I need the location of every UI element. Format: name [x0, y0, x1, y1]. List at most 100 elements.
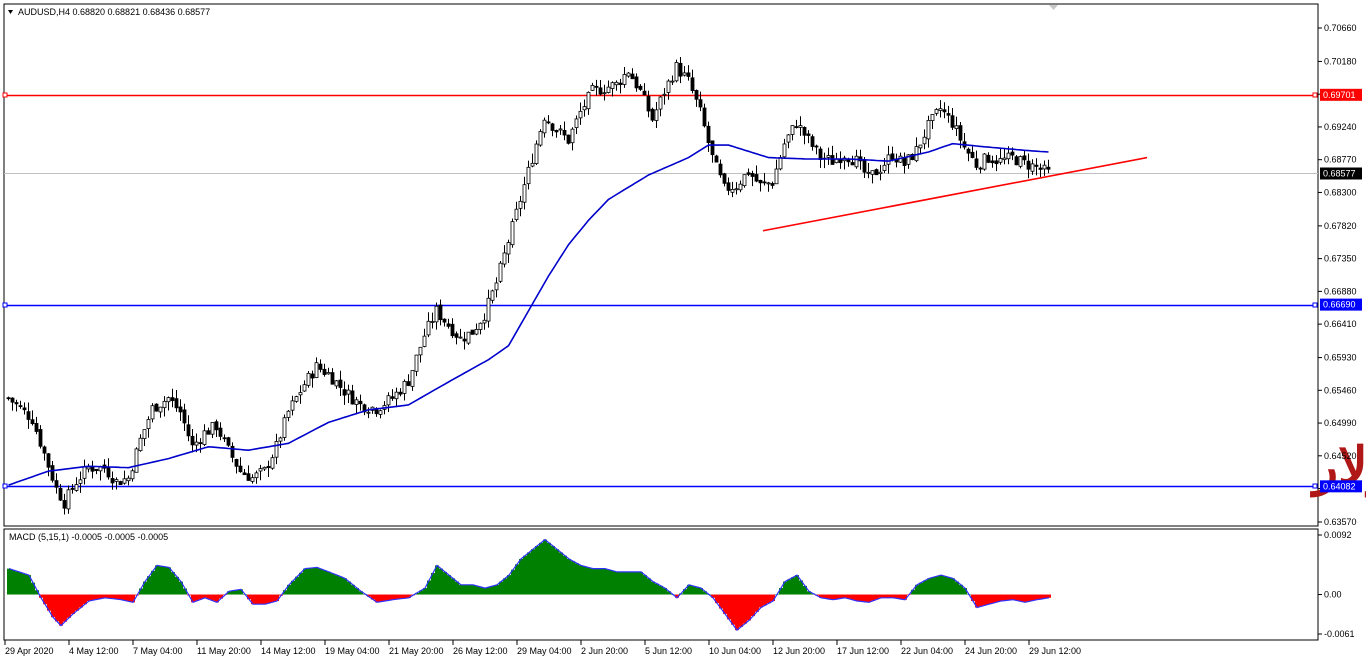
- macd-bar: [943, 576, 947, 595]
- macd-bar: [863, 594, 867, 602]
- macd-bar: [647, 578, 651, 595]
- candle: [206, 427, 211, 435]
- candle: [658, 96, 663, 117]
- level-handle[interactable]: [1312, 92, 1318, 98]
- macd-bar: [79, 594, 83, 608]
- candle: [342, 381, 347, 405]
- macd-bar: [227, 591, 231, 595]
- macd-bar: [7, 568, 11, 595]
- macd-bar: [311, 567, 315, 595]
- macd-bar: [951, 578, 955, 595]
- macd-bar: [99, 594, 103, 599]
- price-panel[interactable]: أسترالي دولار: [2, 3, 1366, 527]
- macd-bar: [275, 594, 279, 601]
- macd-bar: [839, 594, 843, 599]
- trendline[interactable]: [762, 156, 1148, 232]
- time-axis: 29 Apr 2020 4 May 12:00 7 May 04:00 11 May …: [4, 640, 1081, 656]
- candle: [42, 445, 47, 461]
- candle: [510, 218, 515, 248]
- candle: [1014, 154, 1019, 166]
- candle: [174, 389, 179, 412]
- time-tick-label: 29 Jun 12:00: [1029, 646, 1081, 656]
- candle: [878, 164, 883, 181]
- candle: [166, 396, 171, 411]
- macd-bar: [747, 594, 751, 621]
- macd-bar: [399, 594, 403, 599]
- macd-bar: [43, 594, 47, 605]
- macd-bar: [447, 575, 451, 595]
- candle: [182, 403, 187, 432]
- candle: [482, 313, 487, 330]
- candle: [814, 144, 819, 155]
- candle: [974, 150, 979, 171]
- level-handle[interactable]: [2, 302, 8, 308]
- level-price-tag: [1320, 298, 1362, 311]
- macd-bar: [255, 594, 259, 605]
- macd-bar: [927, 578, 931, 595]
- candle: [78, 471, 83, 493]
- macd-bar: [607, 569, 611, 595]
- candle: [330, 368, 335, 385]
- macd-bar: [131, 594, 135, 603]
- candle: [150, 403, 155, 423]
- macd-bar: [903, 594, 907, 600]
- candle: [466, 331, 471, 345]
- macd-bar: [847, 594, 851, 599]
- macd-bar: [963, 588, 967, 595]
- macd-bar: [139, 588, 143, 595]
- candle: [170, 388, 175, 408]
- collapse-arrow-icon[interactable]: [1049, 5, 1058, 10]
- macd-bar: [367, 594, 371, 597]
- candle: [286, 409, 291, 422]
- level-price-label: 0.64082: [1323, 481, 1356, 491]
- macd-bar: [27, 575, 31, 595]
- candle: [930, 114, 935, 129]
- level-handle[interactable]: [2, 92, 8, 98]
- macd-bar: [723, 594, 727, 614]
- time-tick-label: 19 May 04:00: [325, 646, 380, 656]
- candle: [50, 460, 55, 483]
- level-handle[interactable]: [1312, 483, 1318, 489]
- macd-bar: [179, 581, 183, 595]
- price-tick-label: 0.65930: [1324, 353, 1357, 363]
- candle: [590, 82, 595, 91]
- macd-bar: [11, 569, 15, 595]
- macd-bar: [175, 576, 179, 595]
- price-tick-label: 0.64990: [1324, 418, 1357, 428]
- macd-bar: [923, 580, 927, 595]
- macd-panel[interactable]: MACD (5,15,1) -0.0005 -0.0005 -0.0005: [3, 528, 1319, 641]
- macd-bar: [855, 594, 859, 601]
- macd-bar: [699, 588, 703, 595]
- macd-bar: [1015, 594, 1019, 601]
- macd-bar: [531, 549, 535, 595]
- candle: [314, 357, 319, 379]
- candle: [554, 129, 559, 138]
- dropdown-arrow-icon[interactable]: [8, 10, 13, 14]
- level-handle[interactable]: [2, 483, 8, 489]
- price-tick-label: 0.68770: [1324, 155, 1357, 165]
- candle: [242, 469, 247, 476]
- candle: [290, 395, 295, 416]
- macd-bar: [23, 573, 27, 595]
- candle: [646, 90, 651, 118]
- time-tick-label: 12 Jun 20:00: [773, 646, 825, 656]
- macd-bar: [931, 577, 935, 595]
- candle: [226, 436, 231, 447]
- macd-bar: [1007, 594, 1011, 601]
- candle: [830, 145, 835, 165]
- candle: [1002, 148, 1007, 165]
- candle: [146, 416, 151, 438]
- candle: [334, 379, 339, 389]
- macd-bar: [151, 570, 155, 595]
- candle: [258, 464, 263, 481]
- macd-bar: [831, 594, 835, 600]
- macd-bar: [455, 581, 459, 595]
- macd-bar: [611, 570, 615, 595]
- candle: [610, 81, 615, 97]
- macd-bar: [675, 594, 679, 598]
- macd-bar: [843, 594, 847, 598]
- candle: [570, 127, 575, 151]
- candle: [34, 416, 39, 435]
- level-handle[interactable]: [1312, 302, 1318, 308]
